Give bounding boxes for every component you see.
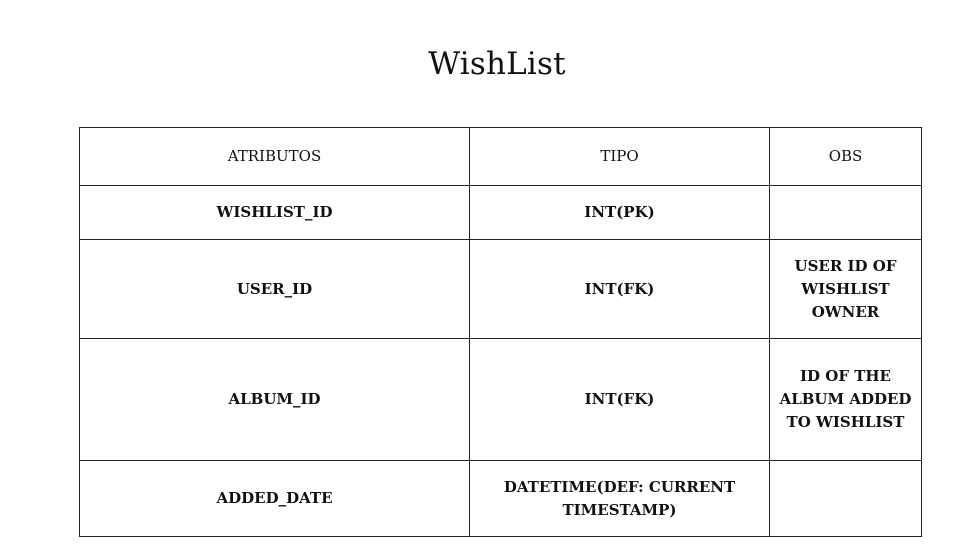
type-cell: INT(FK) [469,338,770,461]
type-cell: INT(FK) [469,239,770,339]
obs-cell [769,460,922,537]
table-row: USER_ID INT(FK) USER ID OF WISHLIST OWNE… [79,239,922,339]
table-row: WISHLIST_ID INT(PK) [79,185,922,240]
header-type: TIPO [469,127,770,186]
obs-cell: USER ID OF WISHLIST OWNER [769,239,922,339]
attribute-cell: WISHLIST_ID [79,185,470,240]
page-title: WishList [428,46,566,82]
table-row: ALBUM_ID INT(FK) ID OF THE ALBUM ADDED T… [79,338,922,461]
attribute-cell: USER_ID [79,239,470,339]
table-row: ADDED_DATE DATETIME(DEF: CURRENT TIMESTA… [79,460,922,537]
header-obs: OBS [769,127,922,186]
attribute-cell: ADDED_DATE [79,460,470,537]
table-header-row: ATRIBUTOS TIPO OBS [79,127,922,186]
attribute-cell: ALBUM_ID [79,338,470,461]
header-attributes: ATRIBUTOS [79,127,470,186]
type-cell: DATETIME(DEF: CURRENT TIMESTAMP) [469,460,770,537]
obs-cell [769,185,922,240]
type-cell: INT(PK) [469,185,770,240]
obs-cell: ID OF THE ALBUM ADDED TO WISHLIST [769,338,922,461]
schema-table: ATRIBUTOS TIPO OBS WISHLIST_ID INT(PK) U… [79,127,922,537]
